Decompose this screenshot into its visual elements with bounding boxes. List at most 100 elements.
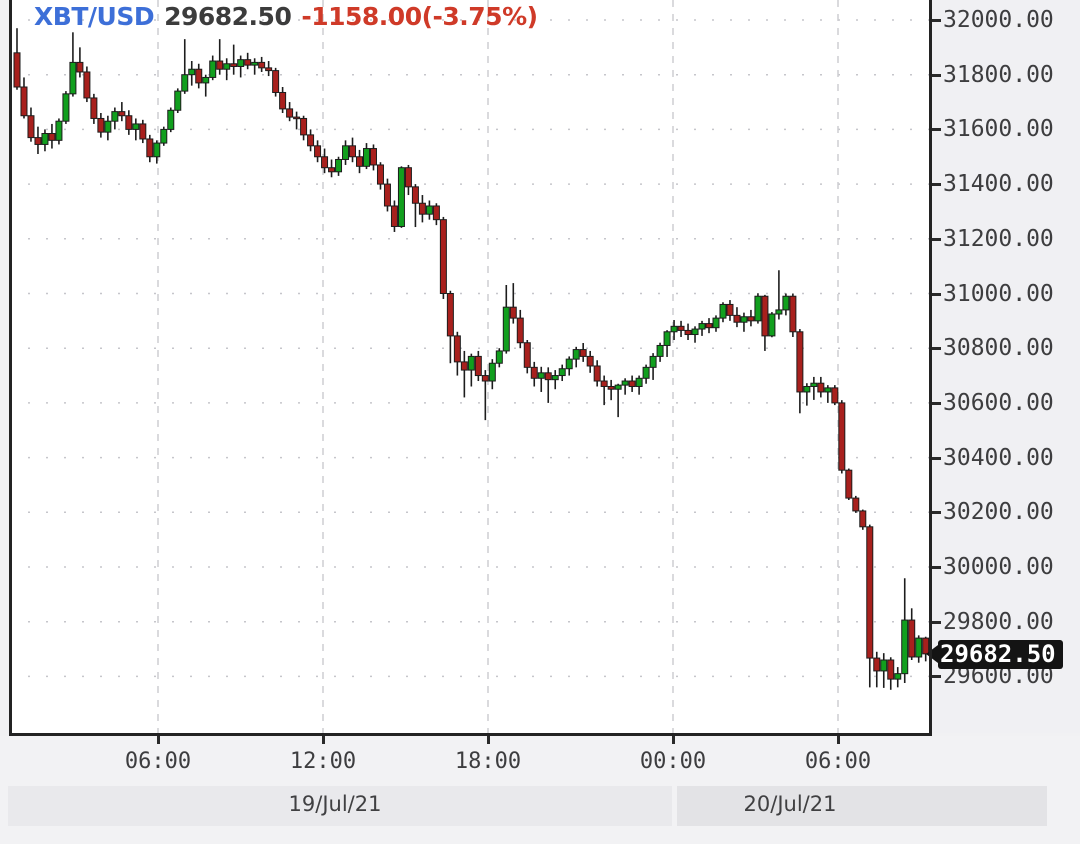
y-axis-tick [930, 675, 941, 679]
candle-down [852, 497, 860, 512]
candle-up [670, 325, 678, 333]
y-axis-label: 30600.00 [943, 389, 1054, 416]
y-axis-tick [930, 566, 941, 569]
candle-up [740, 316, 748, 323]
candle-up [565, 358, 573, 370]
candle-up [502, 306, 510, 352]
candle-down [146, 138, 154, 158]
candle-down [195, 68, 203, 84]
candle-up [335, 158, 343, 173]
candle-down [383, 183, 391, 207]
candle-down [446, 293, 454, 337]
candle-up [915, 637, 923, 658]
candle-up [754, 295, 762, 322]
candle-down [27, 115, 35, 139]
candle-down [747, 316, 755, 322]
candle-down [845, 469, 853, 499]
candle-down [139, 123, 147, 140]
candle-up [69, 61, 77, 95]
candle-down [628, 380, 636, 387]
candle-down [34, 137, 42, 145]
date-label: 19/Jul/21 [288, 792, 382, 816]
badge-arrow-icon [926, 645, 938, 664]
candle-down [733, 314, 741, 323]
x-axis-label: 06:00 [804, 749, 872, 774]
candle-down [516, 317, 524, 344]
candle-down [272, 70, 280, 93]
time-axis[interactable]: 19/Jul/21 20/Jul/21 06:00 12:00 18:00 00:00… [0, 733, 1080, 844]
candle-down [356, 156, 364, 167]
last-price-badge: 29682.50 [926, 639, 1063, 669]
candle-up [712, 317, 720, 329]
candle-up [572, 349, 580, 360]
y-axis-tick [930, 456, 941, 460]
chart-plot-area[interactable] [10, 0, 930, 733]
candle-up [55, 120, 63, 141]
candle-down [866, 526, 874, 659]
candle-up [153, 142, 161, 158]
x-axis-label: 18:00 [454, 749, 522, 774]
candle-up [488, 362, 496, 382]
candle-down [404, 167, 412, 188]
price-change-label: -1158.00(-3.75%) [301, 2, 538, 31]
candle-down [530, 366, 538, 379]
x-axis-tick [672, 733, 675, 744]
chart-legend: XBT/USD 29682.50 -1158.00(-3.75%) [34, 2, 548, 31]
candle-down [523, 342, 531, 368]
candlestick-chart[interactable] [10, 0, 930, 733]
y-axis-label: 31800.00 [943, 61, 1054, 88]
candle-up [635, 377, 643, 387]
badge-price-text: 29682.50 [938, 639, 1063, 669]
candle-up [237, 59, 245, 67]
y-axis-tick [930, 128, 941, 132]
y-axis-tick [930, 237, 941, 241]
candle-up [824, 387, 832, 393]
candle-down [76, 61, 84, 73]
candle-down [369, 148, 377, 166]
y-axis-label: 30000.00 [943, 554, 1054, 580]
x-axis-tick [837, 733, 840, 744]
y-axis-tick [930, 511, 941, 515]
candle-down [481, 375, 489, 382]
candle-up [698, 323, 706, 330]
candle-up [656, 344, 664, 357]
candle-up [62, 93, 70, 122]
candle-down [579, 349, 587, 357]
candle-down [244, 59, 252, 66]
candle-down [761, 295, 769, 337]
candle-up [181, 74, 189, 92]
candle-down [376, 164, 384, 185]
y-axis-tick [930, 401, 941, 405]
candle-down [265, 67, 273, 72]
candle-down [328, 167, 336, 173]
candle-down [48, 133, 56, 141]
y-axis-label: 30800.00 [943, 335, 1054, 362]
candle-down [125, 115, 133, 130]
candle-down [887, 659, 895, 680]
candle-down [300, 117, 308, 136]
candle-up [467, 355, 475, 371]
x-axis-tick [322, 733, 325, 744]
bottom-axis-line [9, 733, 932, 736]
candle-down [460, 361, 468, 371]
candle-down [97, 117, 105, 133]
candle-down [230, 63, 238, 67]
candle-up [160, 128, 168, 144]
candle-down [349, 145, 357, 158]
candle-down [90, 97, 98, 119]
candle-up [425, 205, 433, 215]
y-axis-label: 31400.00 [943, 171, 1054, 198]
price-axis[interactable]: 29682.50 32000.00 31800.00 31600.00 31400.0… [926, 0, 1080, 733]
candle-up [614, 384, 622, 390]
candle-up [901, 619, 909, 675]
candle-down [83, 71, 91, 99]
y-axis-label: 30400.00 [943, 444, 1054, 471]
candle-down [789, 295, 797, 333]
right-axis-line [929, 0, 932, 735]
candle-down [118, 111, 126, 117]
candle-up [167, 109, 175, 130]
candle-up [174, 90, 182, 111]
candle-down [321, 156, 329, 169]
x-axis-label: 00:00 [639, 749, 707, 774]
candle-up [894, 673, 902, 680]
